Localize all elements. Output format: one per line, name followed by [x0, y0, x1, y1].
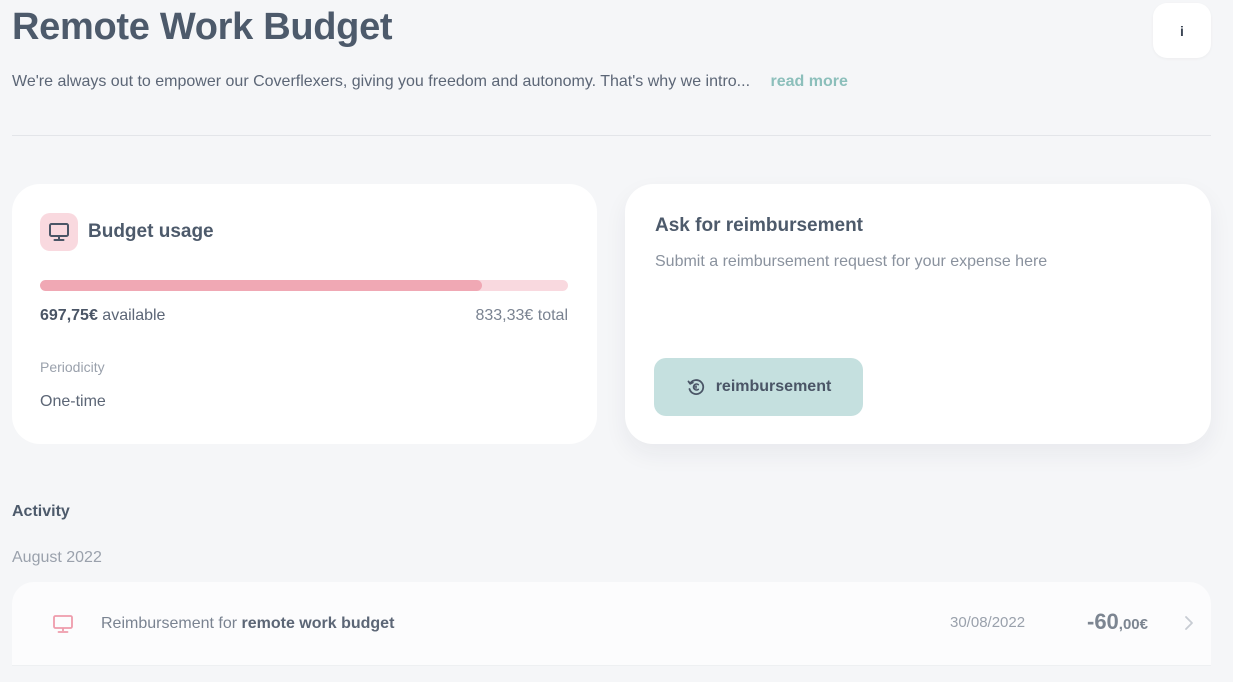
budget-usage-title: Budget usage — [88, 221, 214, 242]
page-title: Remote Work Budget — [12, 6, 393, 48]
activity-description: Reimbursement for remote work budget — [101, 615, 394, 633]
amount-decimal: ,00€ — [1118, 616, 1148, 633]
reimbursement-button[interactable]: reimbursement — [654, 358, 863, 416]
monitor-icon — [52, 614, 74, 634]
periodicity-value: One-time — [40, 393, 106, 410]
available-value: 697,75€ — [40, 307, 98, 324]
available-label: available — [102, 307, 166, 324]
budget-progress-bar — [40, 280, 568, 291]
reimbursement-title: Ask for reimbursement — [655, 215, 864, 236]
reimbursement-card: Ask for reimbursement Submit a reimburse… — [625, 184, 1211, 444]
budget-progress-fill — [40, 280, 482, 291]
euro-refresh-icon — [686, 377, 706, 397]
intro-text: We're always out to empower our Coverfle… — [12, 73, 1192, 91]
activity-amount: -60,00€ — [1087, 609, 1148, 635]
periodicity-label: Periodicity — [40, 359, 105, 375]
budget-header: Budget usage — [40, 213, 214, 251]
intro-description: We're always out to empower our Coverfle… — [12, 73, 751, 90]
activity-text-prefix: Reimbursement for — [101, 615, 238, 632]
total-amount: 833,33€ total — [475, 307, 568, 324]
activity-title: Activity — [12, 503, 70, 520]
read-more-link[interactable]: read more — [770, 73, 848, 90]
reimbursement-button-label: reimbursement — [715, 378, 832, 395]
budget-usage-card: Budget usage 697,75€ available 833,33€ t… — [12, 184, 597, 444]
chevron-right-icon — [1184, 615, 1194, 631]
available-amount: 697,75€ available — [40, 307, 165, 325]
divider — [12, 135, 1211, 136]
reimbursement-subtitle: Submit a reimbursement request for your … — [655, 253, 1048, 270]
activity-text-bold: remote work budget — [241, 615, 395, 632]
info-button[interactable]: i — [1153, 3, 1211, 58]
monitor-icon — [40, 213, 78, 251]
activity-date: 30/08/2022 — [950, 614, 1026, 631]
amount-main: -60 — [1087, 609, 1119, 634]
activity-row[interactable]: Reimbursement for remote work budget 30/… — [12, 582, 1211, 666]
activity-month: August 2022 — [12, 549, 102, 566]
